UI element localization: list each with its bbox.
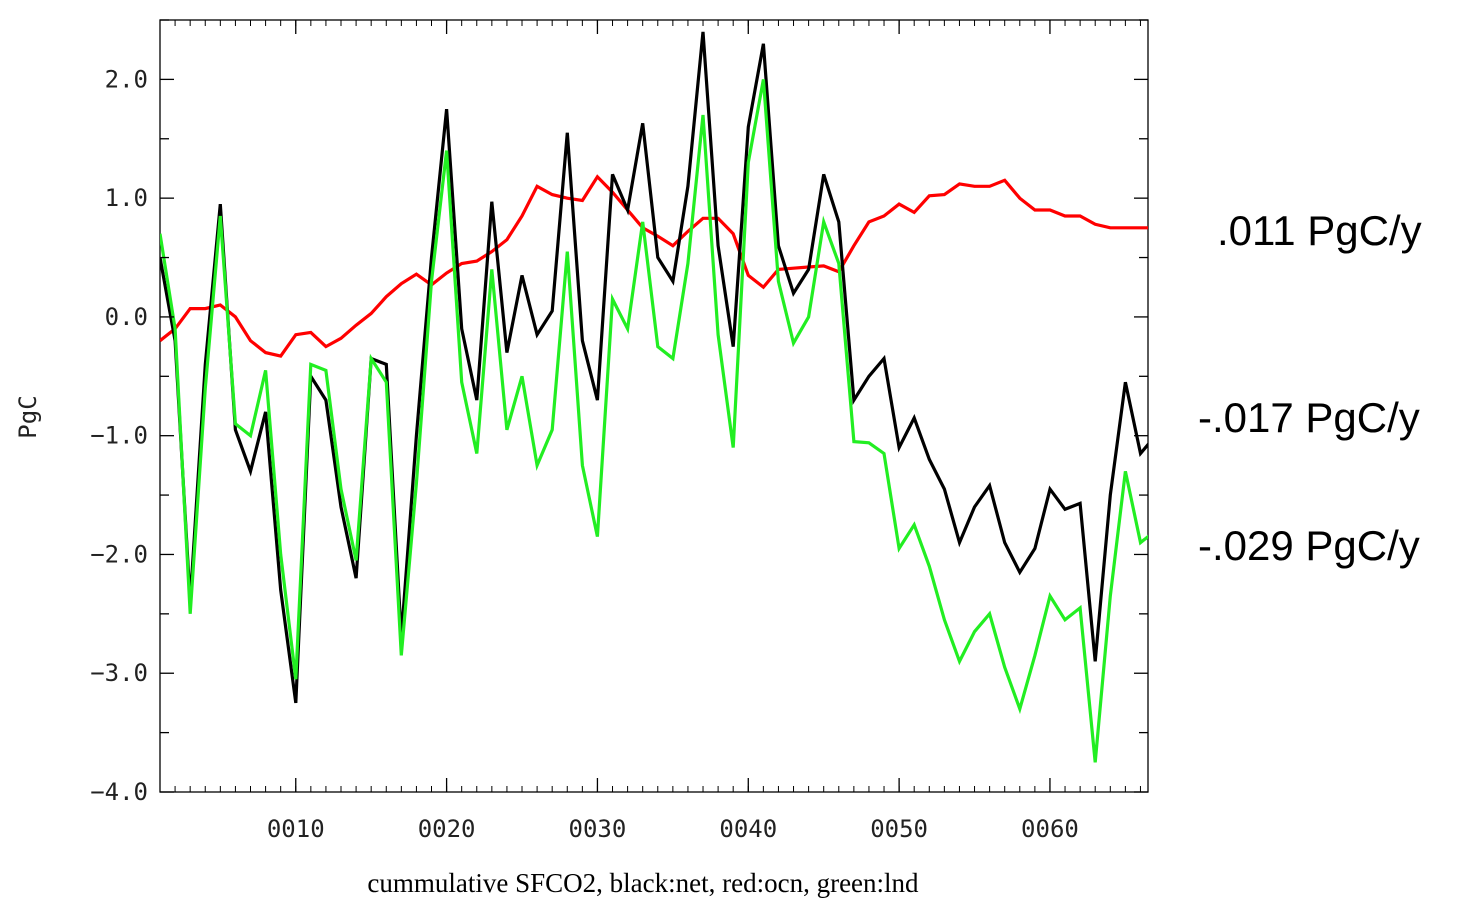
series-layer bbox=[160, 31, 1148, 763]
lnd-rate-annotation: -.029 PgC/y bbox=[1198, 522, 1420, 569]
plot-frame bbox=[159, 19, 1149, 793]
y-tick-label: 2.0 bbox=[105, 65, 148, 93]
x-tick-label: 0030 bbox=[569, 815, 627, 843]
y-tick-label: 0.0 bbox=[105, 303, 148, 331]
ocn-rate-annotation: .011 PgC/y bbox=[1217, 207, 1422, 254]
x-tick-label: 0020 bbox=[418, 815, 476, 843]
x-tick-label: 0010 bbox=[267, 815, 325, 843]
axis-layer: 0010 0020 0030 0040 0050 0060 −4.0 −3.0 −2.0 −1.0… bbox=[90, 19, 1148, 843]
x-tick-label: 0050 bbox=[870, 815, 928, 843]
x-tick-label: 0040 bbox=[719, 815, 777, 843]
series-line-lnd bbox=[160, 79, 1148, 763]
plot-area bbox=[159, 19, 1149, 793]
series-line-net bbox=[160, 31, 1148, 704]
y-tick-label: −1.0 bbox=[90, 422, 148, 450]
x-tick-label: 0060 bbox=[1021, 815, 1079, 843]
series-line-ocn bbox=[160, 174, 1148, 358]
y-tick-label: −3.0 bbox=[90, 659, 148, 687]
x-axis-label: cummulative SFCO2, black:net, red:ocn, g… bbox=[367, 868, 919, 898]
y-tick-label: 1.0 bbox=[105, 184, 148, 212]
y-tick-label: −4.0 bbox=[90, 778, 148, 806]
y-tick-label: −2.0 bbox=[90, 540, 148, 568]
net-rate-annotation: -.017 PgC/y bbox=[1198, 394, 1420, 441]
y-axis-label: PgC bbox=[14, 395, 42, 438]
